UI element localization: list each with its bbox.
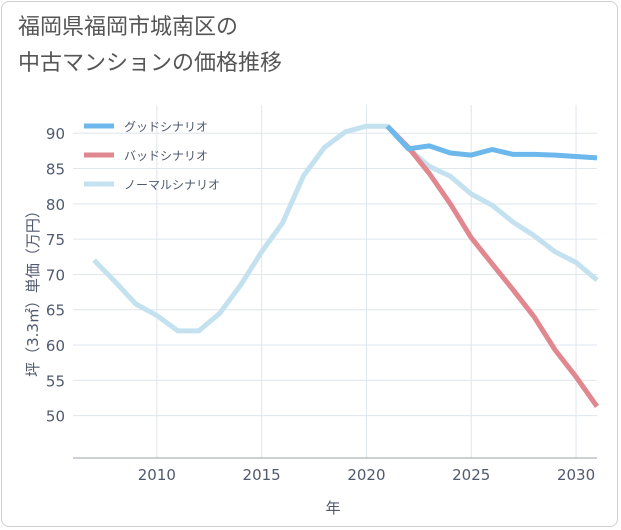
y-tick-label: 85 [46, 161, 65, 179]
x-axis-ticks: 2010 2015 2020 2025 2030 [138, 466, 595, 484]
x-tick-label: 2030 [557, 466, 595, 484]
x-tick-label: 2025 [452, 466, 490, 484]
y-tick-label: 55 [46, 372, 65, 390]
x-tick-label: 2020 [347, 466, 385, 484]
y-tick-label: 80 [46, 196, 65, 214]
y-tick-label: 65 [46, 302, 65, 320]
normal-scenario-line [92, 123, 599, 334]
chart-title-line-2: 中古マンションの価格推移 [18, 51, 283, 76]
y-axis-label: 坪（3.3㎡）単価（万円） [24, 203, 42, 377]
legend-bad-label: バッドシナリオ [124, 149, 208, 163]
y-axis-ticks: 50 55 60 65 70 75 80 85 90 [46, 125, 65, 425]
series-lines [92, 123, 600, 408]
x-tick-label: 2010 [138, 466, 176, 484]
good-scenario-line [385, 124, 598, 161]
legend-good-label: グッドシナリオ [124, 120, 208, 134]
bad-scenario-line [385, 124, 600, 408]
x-axis-label: 年 [325, 499, 340, 517]
y-tick-label: 50 [46, 408, 65, 426]
chart-title-line-1: 福岡県福岡市城南区の [18, 15, 239, 40]
legend-normal-label: ノーマルシナリオ [124, 178, 220, 192]
chart-title: 福岡県福岡市城南区の 中古マンションの価格推移 [18, 10, 578, 82]
x-tick-label: 2015 [243, 466, 281, 484]
y-tick-label: 75 [46, 231, 65, 249]
y-tick-label: 90 [46, 125, 65, 143]
y-tick-label: 60 [46, 337, 65, 355]
y-tick-label: 70 [46, 266, 65, 284]
grid [73, 105, 597, 458]
